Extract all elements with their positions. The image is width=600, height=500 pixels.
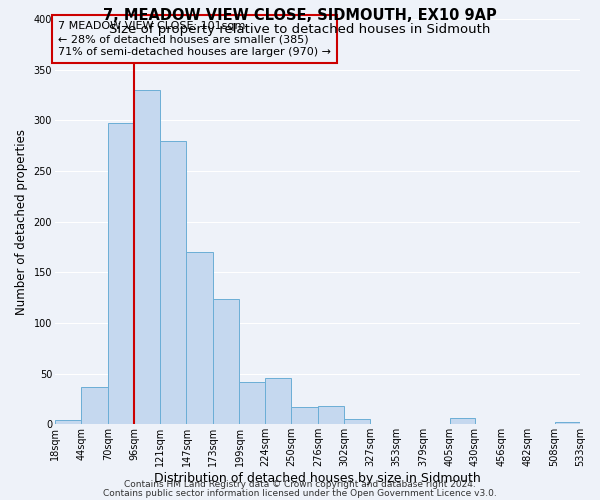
Bar <box>134 90 160 424</box>
Bar <box>344 419 370 424</box>
Bar <box>554 422 580 424</box>
Text: Contains HM Land Registry data © Crown copyright and database right 2024.: Contains HM Land Registry data © Crown c… <box>124 480 476 489</box>
Bar <box>55 420 82 424</box>
Text: 7 MEADOW VIEW CLOSE: 101sqm
← 28% of detached houses are smaller (385)
71% of se: 7 MEADOW VIEW CLOSE: 101sqm ← 28% of det… <box>58 21 331 58</box>
Bar <box>318 406 344 424</box>
Text: Contains public sector information licensed under the Open Government Licence v3: Contains public sector information licen… <box>103 488 497 498</box>
Bar <box>108 124 134 424</box>
Bar <box>160 140 187 424</box>
Bar <box>239 382 265 424</box>
Text: 7, MEADOW VIEW CLOSE, SIDMOUTH, EX10 9AP: 7, MEADOW VIEW CLOSE, SIDMOUTH, EX10 9AP <box>103 8 497 22</box>
Y-axis label: Number of detached properties: Number of detached properties <box>15 128 28 314</box>
Bar <box>213 298 239 424</box>
Bar <box>187 252 213 424</box>
Bar <box>82 387 108 424</box>
X-axis label: Distribution of detached houses by size in Sidmouth: Distribution of detached houses by size … <box>154 472 481 485</box>
Bar <box>265 378 292 424</box>
Text: Size of property relative to detached houses in Sidmouth: Size of property relative to detached ho… <box>109 22 491 36</box>
Bar <box>292 407 318 424</box>
Bar <box>449 418 475 424</box>
